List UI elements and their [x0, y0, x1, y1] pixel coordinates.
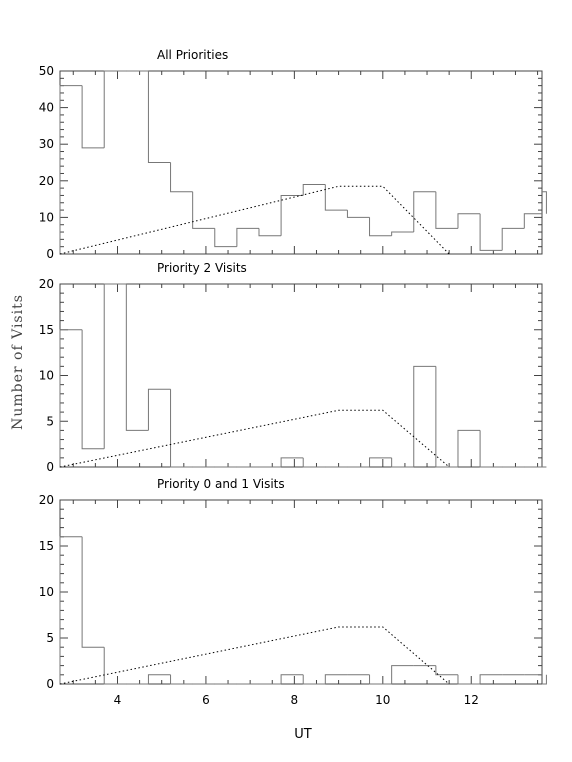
histogram-bin [170, 162, 193, 193]
histogram-bin [457, 213, 481, 229]
histogram-bin [435, 366, 458, 468]
histogram-bin [479, 430, 503, 468]
histogram-bin [346, 210, 370, 218]
histogram-bin [258, 228, 282, 237]
histogram-bin [59, 85, 83, 254]
histogram-bin [435, 191, 458, 229]
histogram-bin [391, 231, 414, 236]
histogram-bin [81, 536, 105, 648]
histogram-bin [81, 329, 105, 450]
y-tick-label: 20 [39, 277, 54, 291]
histogram-bin [413, 191, 436, 233]
histogram-bin [542, 674, 547, 685]
plot-frame [59, 70, 543, 255]
histogram-bin [103, 283, 127, 449]
y-tick-label: 40 [39, 101, 54, 115]
histogram-bin [170, 674, 193, 685]
histogram-bin [302, 674, 326, 685]
y-tick-label: 0 [46, 460, 54, 474]
histogram-bin [369, 217, 392, 237]
panel-title: Priority 2 Visits [157, 261, 247, 275]
histogram-bin [103, 70, 127, 148]
histogram-bin [147, 71, 171, 163]
y-tick-label: 0 [46, 677, 54, 691]
y-tick-label: 15 [39, 539, 54, 553]
histogram-bin [192, 191, 215, 229]
histogram [59, 283, 547, 468]
y-axis-label: Number of Visits [10, 294, 26, 430]
y-tick-label: 5 [46, 414, 54, 428]
y-tick-label: 30 [39, 137, 54, 151]
histogram-bin [236, 227, 259, 247]
y-tick-label: 20 [39, 493, 54, 507]
plot-frame [59, 283, 543, 468]
histogram-bin [523, 213, 542, 229]
chart-panel-3: Priority 0 and 1 Visits 0 5 10 15 20 4 6 8 10 12 [39, 477, 547, 707]
histogram-bin [59, 536, 83, 684]
panel-title: All Priorities [157, 48, 228, 62]
histogram-bin [457, 674, 481, 685]
y-tick-label: 50 [39, 64, 54, 78]
y-tick-label: 15 [39, 323, 54, 337]
capacity-line [59, 185, 450, 255]
histogram-bin [435, 665, 458, 676]
histogram [59, 70, 547, 254]
histogram-bin [369, 457, 392, 467]
histogram-bin [501, 227, 525, 251]
histogram-bin [391, 665, 414, 684]
y-tick-label: 10 [39, 369, 54, 383]
y-tick-label: 20 [39, 174, 54, 188]
histogram-bin [324, 184, 348, 211]
histogram-bin [391, 457, 414, 468]
histogram-bin [413, 365, 436, 467]
histogram-bin [147, 388, 171, 431]
histogram-bin [302, 457, 326, 468]
histogram-bin [170, 389, 193, 468]
histogram-bin [147, 674, 171, 684]
y-tick-label: 5 [46, 631, 54, 645]
y-tick-label: 10 [39, 585, 54, 599]
histogram-bin [457, 429, 481, 467]
histogram-bin [125, 284, 149, 431]
histogram-bin [280, 457, 304, 467]
histogram-bin [214, 228, 237, 248]
histogram [59, 536, 547, 685]
histogram-bin [280, 194, 304, 236]
histogram-bin [59, 329, 83, 467]
x-tick-label: 6 [202, 693, 210, 707]
y-tick-label: 0 [46, 247, 54, 261]
histogram-bin [81, 85, 105, 149]
histogram-bin [302, 183, 326, 196]
capacity-line [59, 626, 450, 685]
histogram-bin [280, 674, 304, 684]
x-tick-label: 4 [114, 693, 122, 707]
histogram-bin [479, 213, 503, 251]
x-tick-label: 8 [291, 693, 299, 707]
x-tick-label: 12 [464, 693, 479, 707]
chart-panel-2: Priority 2 Visits 0 5 10 15 20 [39, 261, 547, 474]
capacity-line [59, 409, 450, 468]
panel-title: Priority 0 and 1 Visits [157, 477, 285, 491]
histogram-bin [103, 647, 127, 685]
histogram-bin [542, 191, 547, 214]
x-axis-label: UT [294, 727, 312, 742]
x-tick-label: 10 [375, 693, 390, 707]
y-tick-label: 10 [39, 210, 54, 224]
plot-frame [59, 499, 543, 685]
histogram-bin [479, 674, 503, 684]
histogram-bin [324, 674, 348, 684]
chart-panel-1: All Priorities 0 10 20 30 40 50 [39, 48, 547, 261]
histogram-bin [369, 674, 392, 685]
